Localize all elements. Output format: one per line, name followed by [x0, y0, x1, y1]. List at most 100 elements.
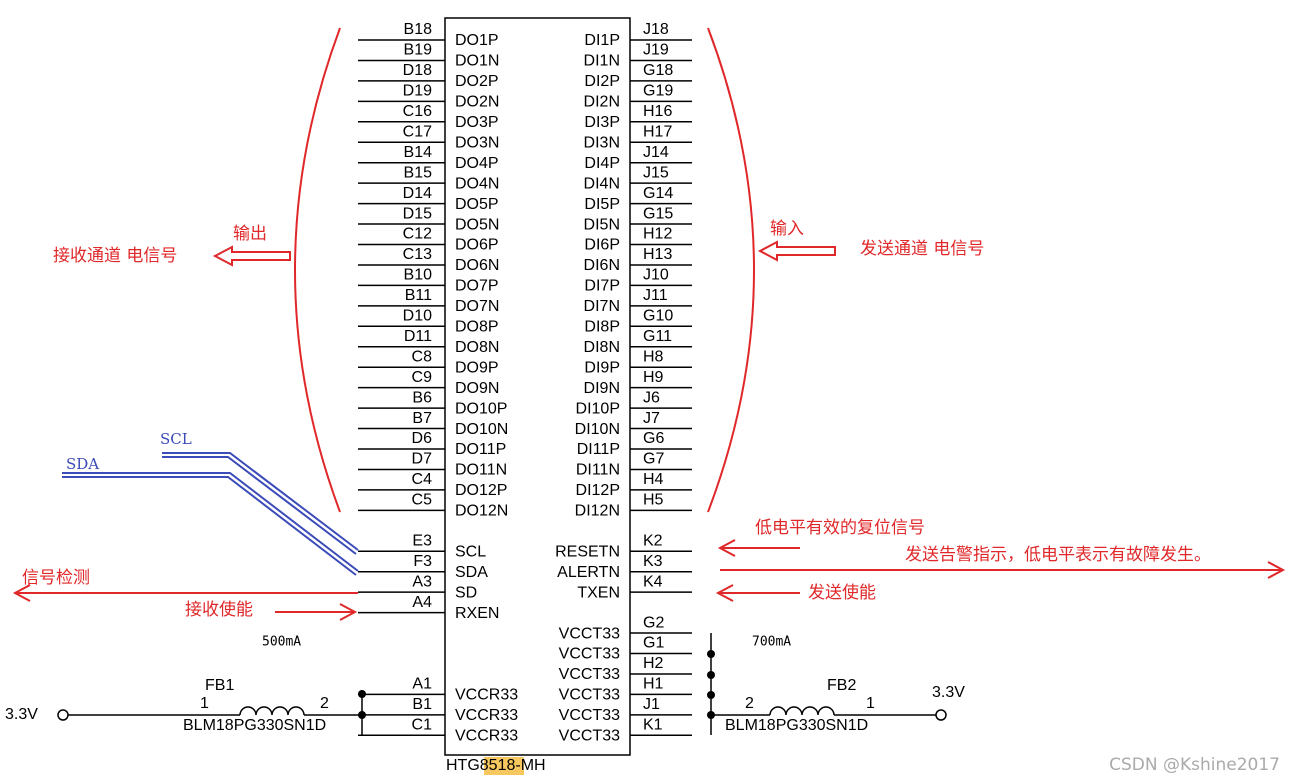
pin-name: VCCT33: [559, 728, 620, 745]
pin-number: B14: [404, 144, 433, 161]
pin-number: A3: [412, 573, 432, 590]
sda-wire: [62, 472, 359, 572]
pin-number: B6: [412, 389, 432, 406]
pin-number: E3: [412, 532, 432, 549]
pin-name: DI1N: [584, 53, 620, 70]
pin-name: DO11N: [455, 462, 507, 479]
pin-name: DI6P: [584, 237, 620, 254]
pin-number: C13: [403, 246, 432, 263]
pin-name: TXEN: [577, 584, 620, 601]
annotation: 500mA: [262, 635, 301, 650]
pin-number: J7: [643, 410, 660, 427]
annotation: 接收使能: [185, 599, 253, 620]
pin-number: D14: [403, 185, 432, 202]
pin-number: C1: [412, 717, 433, 734]
pin-number: H13: [643, 246, 672, 263]
power-right: [707, 633, 947, 735]
scl-wire: [162, 456, 357, 555]
pin-name: DI1P: [584, 32, 620, 49]
pin-name: ALERTN: [557, 564, 620, 581]
pin-name: DO1P: [455, 32, 499, 49]
pin-name: DI3P: [584, 114, 620, 131]
pin-number: H2: [643, 655, 664, 672]
pin-name: DO12N: [455, 503, 508, 520]
pin-name: DO6N: [455, 257, 499, 274]
pin-name: VCCR33: [455, 707, 518, 724]
pin-number: J1: [643, 696, 660, 713]
pin-number: J6: [643, 389, 660, 406]
pin-name: DI2P: [584, 73, 620, 90]
pin-name: DI5P: [584, 196, 620, 213]
fb-pin: 1: [200, 695, 209, 712]
pin-number: B19: [404, 42, 433, 59]
pin-number: J15: [643, 164, 669, 181]
pin-name: DI12N: [575, 503, 620, 520]
pin-number: K1: [643, 717, 663, 734]
annotation: 低电平有效的复位信号: [755, 518, 925, 538]
pin-name: DO2N: [455, 94, 499, 111]
pin-name: DI10N: [575, 421, 620, 438]
pin-name: DO10P: [455, 400, 507, 417]
pin-name: DO5P: [455, 196, 499, 213]
pin-name: VCCT33: [559, 666, 620, 683]
pin-name: DO12P: [455, 482, 507, 499]
pin-name: DI12P: [576, 482, 620, 499]
pin-number: B1: [412, 696, 432, 713]
pin-number: C4: [412, 471, 433, 488]
sda-wire: [62, 476, 357, 576]
pin-name: DO10N: [455, 421, 508, 438]
pin-name: DI9N: [584, 380, 620, 397]
pin-name: DO6P: [455, 237, 499, 254]
part-number: HTG8518-MH: [446, 757, 546, 774]
pin-number: J11: [643, 287, 668, 304]
pin-name: DO2P: [455, 73, 499, 90]
pin-number: K2: [643, 532, 663, 549]
pin-name: DI4P: [584, 155, 620, 172]
fb-part: BLM18PG330SN1D: [183, 717, 326, 734]
pin-number: F3: [413, 553, 432, 570]
pin-number: G6: [643, 430, 664, 447]
pin-number: D15: [403, 205, 432, 222]
pin-name: DI10P: [576, 400, 620, 417]
pin-name: SCL: [455, 543, 486, 560]
annotation: 发送使能: [808, 582, 876, 603]
pin-number: G10: [643, 308, 673, 325]
pin-number: G2: [643, 614, 664, 631]
annotation: 接收通道 电信号: [53, 246, 177, 266]
pin-name: DO4P: [455, 155, 499, 172]
pin-number: D6: [412, 430, 433, 447]
pin-name: RESETN: [555, 543, 620, 560]
pin-name: DO9P: [455, 359, 499, 376]
fb-pin: 1: [866, 695, 875, 712]
watermark: CSDN @Kshine2017: [1109, 755, 1280, 775]
pin-name: DO1N: [455, 53, 499, 70]
left-bracket: [294, 27, 341, 513]
chip-body: [444, 17, 631, 756]
pin-name: DO7N: [455, 298, 499, 315]
pin-name: DI6N: [584, 257, 620, 274]
pin-number: A4: [412, 594, 432, 611]
fb-part: BLM18PG330SN1D: [725, 717, 868, 734]
annotation: 发送告警指示，低电平表示有故障发生。: [905, 545, 1211, 565]
pin-name: DO7P: [455, 278, 499, 295]
pin-name: VCCT33: [559, 625, 620, 642]
pin-number: K4: [643, 573, 663, 590]
pin-name: DO5N: [455, 216, 499, 233]
pin-number: H4: [643, 471, 664, 488]
pin-name: DI5N: [584, 216, 620, 233]
pin-name: DO3P: [455, 114, 499, 131]
pin-name: DO11P: [455, 441, 506, 458]
pin-number: G19: [643, 83, 673, 100]
power-left: [57, 690, 366, 735]
pin-name: DO4N: [455, 175, 499, 192]
pin-number: J14: [643, 144, 669, 161]
fb-name: FB1: [205, 677, 234, 694]
pin-name: VCCR33: [455, 687, 518, 704]
pin-name: RXEN: [455, 605, 499, 622]
pin-name: SDA: [455, 564, 488, 581]
pin-number: B10: [404, 267, 433, 284]
pin-name: DI8P: [584, 319, 620, 336]
pin-number: C5: [412, 492, 433, 509]
supply: 3.3V: [932, 684, 965, 701]
pin-number: J10: [643, 267, 669, 284]
